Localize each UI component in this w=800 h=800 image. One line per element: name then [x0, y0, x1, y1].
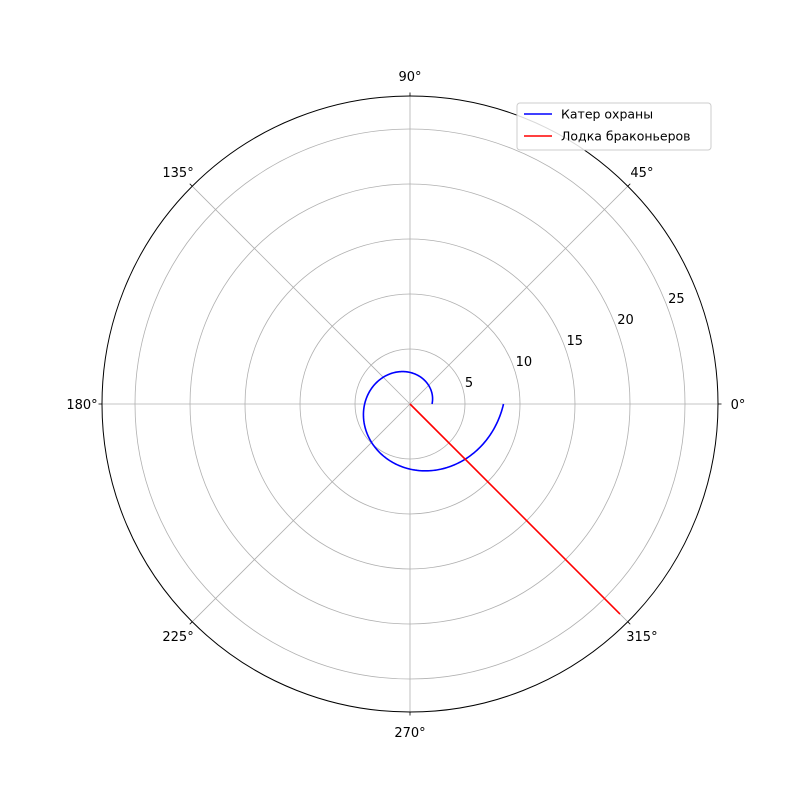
theta-tick-mark — [627, 621, 631, 625]
polar-outer-frame — [101, 95, 719, 713]
r-tick-label: 10 — [516, 355, 533, 370]
legend-label-patrol-boat: Катер охраны — [561, 107, 653, 122]
theta-tick-label: 270° — [394, 726, 425, 741]
theta-tick-label: 0° — [731, 398, 746, 413]
theta-tick-mark — [189, 621, 193, 625]
legend-label-poacher-boat: Лодка браконьеров — [561, 129, 691, 144]
series-layer — [362, 370, 621, 615]
series-line-0 — [362, 370, 505, 472]
r-tick-label: 5 — [465, 376, 473, 391]
theta-tick-label: 90° — [398, 70, 421, 85]
legend: Катер охраны Лодка браконьеров — [516, 102, 712, 151]
theta-tick-label: 135° — [162, 166, 193, 181]
grid-spoke-135 — [191, 185, 411, 405]
legend-box — [516, 102, 712, 151]
r-tick-label: 15 — [566, 334, 583, 349]
series-line-1 — [409, 403, 621, 615]
theta-tick-label: 225° — [162, 630, 193, 645]
theta-tick-label: 180° — [66, 398, 97, 413]
grid-spoke-45 — [409, 185, 629, 405]
r-tick-label: 25 — [668, 292, 685, 307]
grid-spoke-225 — [191, 403, 411, 623]
label-layer: 5 10 15 20 25 0° 45° 90° 135° 180° 225° 270° 315° — [66, 70, 745, 741]
theta-tick-label: 45° — [630, 166, 653, 181]
theta-tick-label: 315° — [626, 630, 657, 645]
r-tick-label: 20 — [617, 313, 634, 328]
theta-tick-mark — [627, 183, 631, 187]
theta-tick-mark — [189, 183, 193, 187]
